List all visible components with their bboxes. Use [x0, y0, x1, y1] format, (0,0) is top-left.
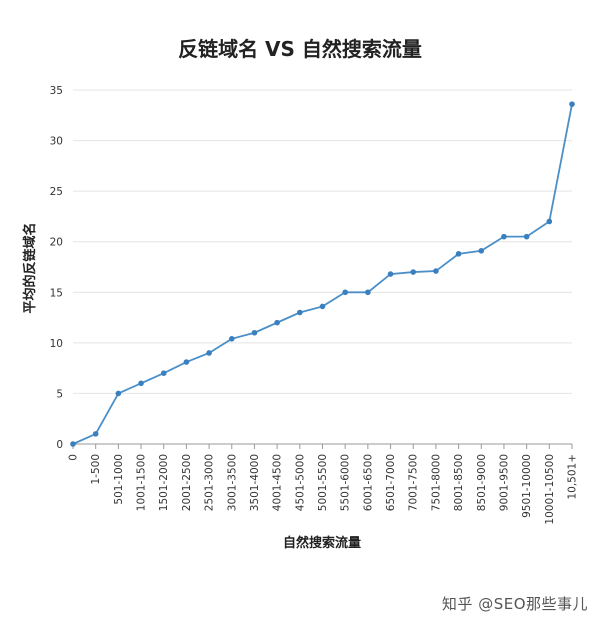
x-tick-label: 1001-1500 [136, 454, 148, 511]
x-tick-label: 5001-5500 [317, 454, 329, 511]
x-tick-label: 2001-2500 [181, 454, 193, 511]
x-tick-label: 3001-3500 [226, 454, 238, 511]
x-tick-label: 3501-4000 [249, 454, 261, 511]
data-point [319, 303, 326, 310]
data-point [501, 233, 507, 240]
x-tick-label: 10001-10500 [544, 454, 556, 525]
x-tick-label: 501-1000 [113, 454, 125, 505]
x-tick-label: 9001-9500 [498, 454, 510, 511]
x-tick-label: 4001-4500 [272, 454, 284, 511]
data-point [115, 390, 122, 397]
data-point [228, 336, 235, 342]
data-point [433, 268, 439, 274]
x-tick-label: 7501-8000 [430, 454, 442, 511]
y-tick-label: 10 [50, 338, 63, 350]
data-point [410, 269, 417, 275]
data-point [160, 370, 167, 377]
x-tick-label: 6501-7000 [385, 454, 397, 511]
data-point [455, 251, 462, 257]
x-tick-label: 6001-6500 [362, 454, 374, 511]
y-tick-label: 15 [50, 287, 63, 299]
data-point [387, 271, 394, 277]
data-point [92, 431, 99, 437]
y-tick-label: 20 [50, 237, 63, 249]
x-tick-label: 7001-7500 [408, 454, 420, 511]
data-point [478, 248, 485, 254]
x-tick-label: 8001-8500 [453, 454, 465, 511]
x-tick-labels: 0 1-500 501-1000 1001-1500 1501-2000 2001-250… [68, 454, 579, 525]
data-point [206, 350, 212, 356]
x-tick-label: 4501-5000 [294, 454, 306, 511]
series-group [70, 101, 575, 447]
x-tick-label: 1-500 [90, 454, 102, 485]
y-tick-labels: 0 5 10 15 20 25 30 35 [50, 85, 63, 451]
x-tick-label: 2501-3000 [204, 454, 216, 511]
y-tick-label: 30 [50, 136, 63, 148]
x-tick-label: 9501-10000 [521, 454, 533, 518]
x-tick-label: 1501-2000 [158, 454, 170, 511]
watermark-text: 知乎 @SEO那些事儿 [441, 595, 588, 613]
grid-lines [73, 89, 572, 394]
y-tick-label: 0 [56, 439, 63, 451]
x-axis-title: 自然搜索流量 [283, 535, 361, 551]
x-tick-label: 10,501+ [567, 454, 579, 500]
x-tick-label: 0 [68, 454, 80, 461]
data-point [70, 441, 76, 447]
y-tick-label: 35 [50, 85, 63, 97]
y-axis-title: 平均的反链域名 [22, 222, 38, 313]
data-point [342, 289, 348, 296]
data-point [523, 233, 530, 240]
y-tick-label: 25 [50, 186, 63, 198]
data-point [138, 380, 144, 387]
axes [72, 443, 573, 449]
data-point [251, 329, 258, 336]
data-point [274, 319, 280, 326]
x-tick-label: 5501-6000 [340, 454, 352, 511]
x-tick-label: 8501-9000 [476, 454, 488, 511]
data-point [365, 289, 371, 296]
data-point [183, 359, 190, 365]
chart-title: 反链域名 VS 自然搜索流量 [178, 37, 422, 61]
y-tick-label: 5 [56, 388, 63, 400]
data-point [297, 309, 303, 316]
data-point [546, 218, 553, 225]
data-point [569, 101, 575, 107]
